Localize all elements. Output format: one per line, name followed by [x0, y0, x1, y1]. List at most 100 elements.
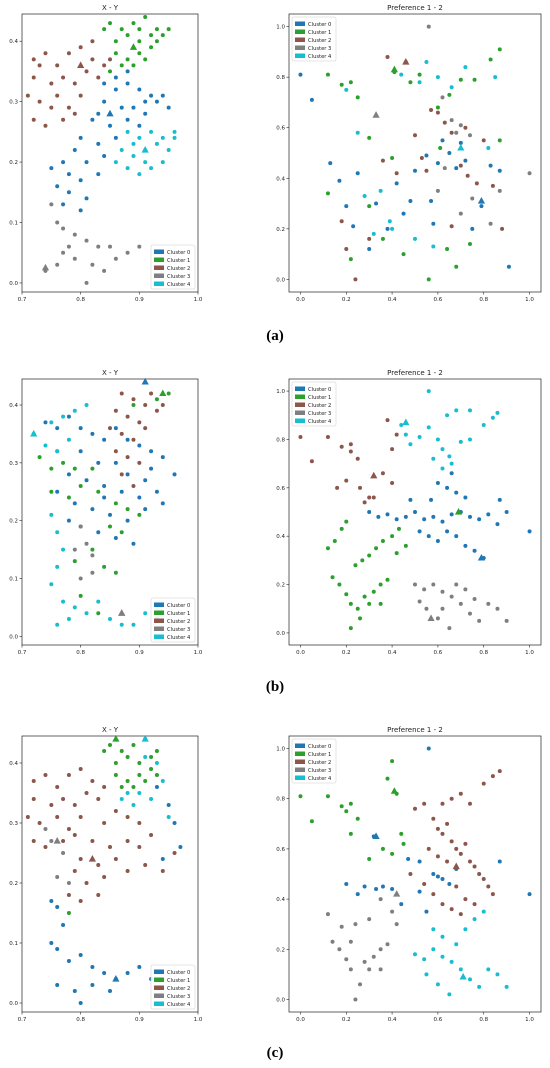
- data-point: [119, 749, 124, 753]
- legend-swatch: [154, 273, 164, 278]
- data-point: [143, 755, 148, 759]
- data-point: [328, 161, 333, 166]
- data-point: [72, 147, 77, 152]
- data-point: [378, 582, 383, 587]
- data-point: [154, 397, 159, 402]
- data-point: [325, 191, 330, 196]
- data-point: [66, 959, 71, 963]
- data-point: [66, 190, 71, 195]
- legend-label: Cluster 0: [308, 744, 331, 750]
- data-point: [131, 21, 136, 26]
- data-point: [344, 478, 349, 483]
- x-tick-label: 0.9: [135, 650, 144, 656]
- data-point: [374, 201, 379, 206]
- legend-swatch: [295, 402, 305, 407]
- data-point: [172, 472, 177, 477]
- legend-swatch: [154, 985, 164, 990]
- data-point: [90, 570, 95, 575]
- data-point: [125, 869, 130, 873]
- data-point: [445, 485, 450, 490]
- data-point: [454, 166, 459, 171]
- data-point: [31, 57, 36, 62]
- data-point: [472, 917, 477, 922]
- data-point: [49, 941, 54, 945]
- data-point: [431, 816, 436, 821]
- data-point: [125, 33, 130, 38]
- plot-frame: [288, 735, 542, 1013]
- data-point: [348, 831, 353, 836]
- data-point: [72, 111, 77, 116]
- data-point: [445, 247, 450, 252]
- legend-label: Cluster 4: [167, 282, 191, 288]
- data-point: [298, 794, 303, 799]
- data-point: [96, 530, 101, 535]
- data-point: [440, 519, 445, 524]
- data-point: [348, 601, 353, 606]
- data-point: [497, 769, 502, 774]
- data-point: [149, 797, 154, 801]
- data-point: [408, 199, 413, 204]
- legend-swatch: [295, 743, 305, 748]
- data-point: [78, 593, 83, 598]
- data-point: [160, 135, 165, 140]
- x-tick-label: 0.6: [434, 1017, 443, 1023]
- x-tick-label: 1.0: [525, 1017, 534, 1023]
- data-point: [472, 548, 477, 553]
- legend-swatch: [154, 610, 164, 615]
- data-point: [31, 779, 36, 783]
- chart-title: Preference 1 - 2: [387, 726, 443, 734]
- data-point: [125, 69, 130, 74]
- x-tick-label: 0.8: [479, 650, 488, 656]
- plot-frame: [288, 378, 542, 646]
- y-tick-label: 0.3: [9, 821, 18, 827]
- data-point: [78, 45, 83, 50]
- data-point: [367, 856, 372, 861]
- x-tick-label: 0.2: [342, 650, 351, 656]
- data-point: [113, 160, 118, 165]
- data-point: [348, 442, 353, 447]
- data-point: [348, 80, 353, 85]
- data-point: [390, 759, 395, 764]
- data-point: [367, 247, 372, 252]
- y-tick-label: 0.0: [9, 281, 18, 287]
- data-point: [43, 773, 48, 777]
- data-point: [335, 485, 340, 490]
- data-point: [55, 905, 60, 909]
- data-point: [481, 909, 486, 914]
- data-point: [119, 63, 124, 68]
- data-point: [96, 172, 101, 177]
- data-point: [108, 845, 112, 849]
- data-point: [102, 971, 107, 975]
- data-point: [440, 606, 445, 611]
- data-point: [49, 81, 54, 86]
- data-point: [435, 75, 440, 80]
- data-point: [108, 743, 112, 747]
- data-point: [458, 163, 463, 168]
- data-point: [61, 75, 66, 80]
- data-point: [417, 529, 422, 534]
- data-point: [131, 622, 136, 627]
- data-point: [374, 887, 379, 892]
- legend-label: Cluster 0: [308, 22, 331, 28]
- data-point: [154, 408, 159, 413]
- legend-swatch: [154, 977, 164, 982]
- data-point: [497, 168, 502, 173]
- data-point: [160, 93, 165, 98]
- data-point: [49, 803, 54, 807]
- data-point: [49, 420, 54, 425]
- data-point: [131, 743, 136, 747]
- data-point: [90, 965, 95, 969]
- data-point: [488, 221, 493, 226]
- data-point: [454, 884, 459, 889]
- data-point: [413, 236, 417, 241]
- legend-label: Cluster 3: [308, 46, 331, 52]
- data-point: [113, 570, 118, 575]
- data-point: [449, 130, 454, 135]
- data-point: [113, 501, 118, 506]
- data-point: [495, 606, 500, 611]
- data-point: [113, 773, 118, 777]
- data-point: [488, 57, 493, 62]
- data-point: [417, 889, 422, 894]
- data-point: [102, 81, 107, 86]
- data-point: [113, 256, 118, 261]
